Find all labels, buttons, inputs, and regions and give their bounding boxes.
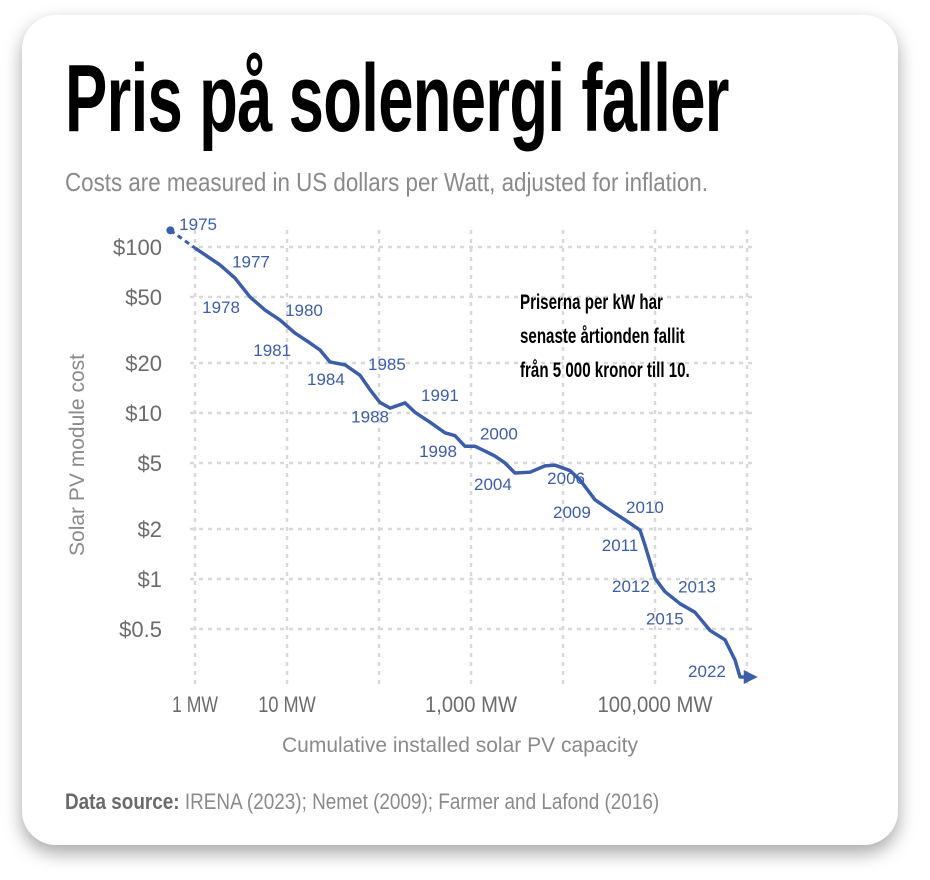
year-labels: 1975 1977 1978 1980 1981 1984 1985 1988 1991 1998… xyxy=(179,215,726,681)
year-label: 1980 xyxy=(285,301,323,320)
year-label: 2010 xyxy=(626,498,664,517)
y-tick-labels: $100 $50 $20 $10 $5 $2 $1 $0.5 xyxy=(113,235,162,642)
x-tick-label: 1,000 MW xyxy=(425,692,517,717)
year-label: 2012 xyxy=(612,577,650,596)
x-axis-label: Cumulative installed solar PV capacity xyxy=(282,734,638,757)
series-end-arrow xyxy=(743,669,758,684)
x-tick-label: 100,000 MW xyxy=(598,692,713,717)
y-tick-label: $20 xyxy=(125,351,162,376)
y-tick-label: $0.5 xyxy=(119,617,162,642)
y-axis-label: Solar PV module cost xyxy=(66,354,89,556)
x-tick-label: 1 MW xyxy=(172,692,218,717)
year-label: 1998 xyxy=(419,442,457,461)
y-tick-label: $5 xyxy=(138,451,162,476)
year-label: 1984 xyxy=(307,370,345,389)
series-start-dot xyxy=(166,226,175,235)
y-tick-label: $100 xyxy=(113,235,162,260)
series-line xyxy=(166,226,758,684)
note-line: från 5 000 kronor till 10. xyxy=(520,359,690,382)
year-label: 2011 xyxy=(602,536,639,555)
grid-lines xyxy=(190,230,752,688)
y-tick-label: $10 xyxy=(125,401,162,426)
y-tick-label: $2 xyxy=(138,517,162,542)
year-label: 1975 xyxy=(179,215,217,234)
y-tick-label: $1 xyxy=(138,567,162,592)
chart-title: Pris på solenergi faller xyxy=(65,45,729,152)
year-label: 2022 xyxy=(688,662,726,681)
year-label: 1978 xyxy=(202,298,240,317)
year-label: 1977 xyxy=(232,252,270,271)
x-tick-labels: 1 MW 10 MW 1,000 MW 100,000 MW xyxy=(172,692,713,717)
data-source: Data source: IRENA (2023); Nemet (2009);… xyxy=(65,789,659,815)
year-label: 1981 xyxy=(253,341,291,360)
year-label: 2000 xyxy=(480,425,518,444)
series-line-path xyxy=(194,246,750,679)
note-line: Priserna per kW har xyxy=(520,291,663,314)
year-label: 1985 xyxy=(368,355,406,374)
year-label: 1988 xyxy=(351,408,389,427)
year-label: 2013 xyxy=(678,578,716,597)
source-label: Data source: xyxy=(65,789,180,814)
year-label: 2015 xyxy=(646,609,684,628)
chart-card xyxy=(22,15,898,845)
source-text: IRENA (2023); Nemet (2009); Farmer and L… xyxy=(179,789,660,814)
year-label: 2004 xyxy=(474,475,512,494)
year-label: 2009 xyxy=(553,503,591,522)
annotation-note: Priserna per kW har senaste årtionden fa… xyxy=(520,286,690,388)
note-line: senaste årtionden fallit xyxy=(520,325,685,348)
x-tick-label: 10 MW xyxy=(258,692,316,717)
y-tick-label: $50 xyxy=(125,285,162,310)
year-label: 2006 xyxy=(547,469,585,488)
chart-subtitle: Costs are measured in US dollars per Wat… xyxy=(65,167,708,197)
year-label: 1991 xyxy=(421,386,459,405)
